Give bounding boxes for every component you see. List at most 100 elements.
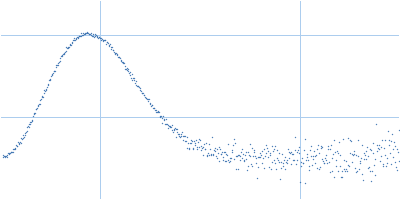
Point <box>217 152 224 156</box>
Point <box>10 148 16 151</box>
Point <box>206 142 212 146</box>
Point <box>83 31 89 35</box>
Point <box>51 69 58 72</box>
Point <box>43 87 50 90</box>
Point <box>82 32 88 35</box>
Point <box>246 143 253 146</box>
Point <box>237 159 244 162</box>
Point <box>350 153 356 157</box>
Point <box>263 143 270 147</box>
Point <box>318 146 324 149</box>
Point <box>105 42 111 45</box>
Point <box>118 59 124 62</box>
Point <box>372 158 378 161</box>
Point <box>170 130 176 134</box>
Point <box>367 147 373 151</box>
Point <box>358 144 365 147</box>
Point <box>50 69 57 73</box>
Point <box>265 149 272 152</box>
Point <box>264 147 270 150</box>
Point <box>330 152 336 155</box>
Point <box>296 151 302 154</box>
Point <box>213 156 220 159</box>
Point <box>389 133 395 136</box>
Point <box>396 159 400 162</box>
Point <box>132 80 139 83</box>
Point <box>31 111 37 114</box>
Point <box>69 41 76 44</box>
Point <box>276 151 283 154</box>
Point <box>366 166 372 169</box>
Point <box>294 158 300 162</box>
Point <box>143 96 150 100</box>
Point <box>110 48 116 51</box>
Point <box>113 52 119 55</box>
Point <box>234 154 240 157</box>
Point <box>290 152 296 156</box>
Point <box>126 72 132 75</box>
Point <box>288 150 294 153</box>
Point <box>271 147 277 150</box>
Point <box>343 159 350 162</box>
Point <box>180 139 187 142</box>
Point <box>374 149 380 152</box>
Point <box>104 41 110 44</box>
Point <box>23 130 29 134</box>
Point <box>60 52 66 55</box>
Point <box>29 120 35 123</box>
Point <box>204 153 210 156</box>
Point <box>301 149 307 152</box>
Point <box>147 102 154 106</box>
Point <box>361 157 368 161</box>
Point <box>350 149 357 152</box>
Point <box>136 86 143 89</box>
Point <box>352 170 359 173</box>
Point <box>351 152 358 155</box>
Point <box>80 32 87 35</box>
Point <box>162 117 169 121</box>
Point <box>379 138 385 141</box>
Point <box>138 89 144 92</box>
Point <box>243 158 250 161</box>
Point <box>392 145 398 148</box>
Point <box>305 158 311 162</box>
Point <box>248 164 255 167</box>
Point <box>84 31 90 35</box>
Point <box>131 79 138 82</box>
Point <box>112 52 118 55</box>
Point <box>280 164 287 167</box>
Point <box>219 150 225 153</box>
Point <box>311 150 317 153</box>
Point <box>123 66 130 69</box>
Point <box>218 153 224 156</box>
Point <box>298 161 304 164</box>
Point <box>71 36 77 40</box>
Point <box>269 160 275 164</box>
Point <box>81 32 87 35</box>
Point <box>39 95 46 98</box>
Point <box>378 154 385 157</box>
Point <box>174 127 181 131</box>
Point <box>12 147 18 150</box>
Point <box>70 38 76 41</box>
Point <box>299 156 305 159</box>
Point <box>80 34 86 37</box>
Point <box>283 161 289 164</box>
Point <box>176 132 183 136</box>
Point <box>257 156 264 159</box>
Point <box>246 153 252 157</box>
Point <box>306 164 312 167</box>
Point <box>72 38 78 42</box>
Point <box>342 170 348 173</box>
Point <box>244 168 250 172</box>
Point <box>150 107 156 110</box>
Point <box>296 146 302 149</box>
Point <box>290 159 296 162</box>
Point <box>94 34 100 38</box>
Point <box>153 108 160 111</box>
Point <box>5 152 11 155</box>
Point <box>117 57 123 60</box>
Point <box>376 147 383 150</box>
Point <box>215 159 222 162</box>
Point <box>10 151 16 154</box>
